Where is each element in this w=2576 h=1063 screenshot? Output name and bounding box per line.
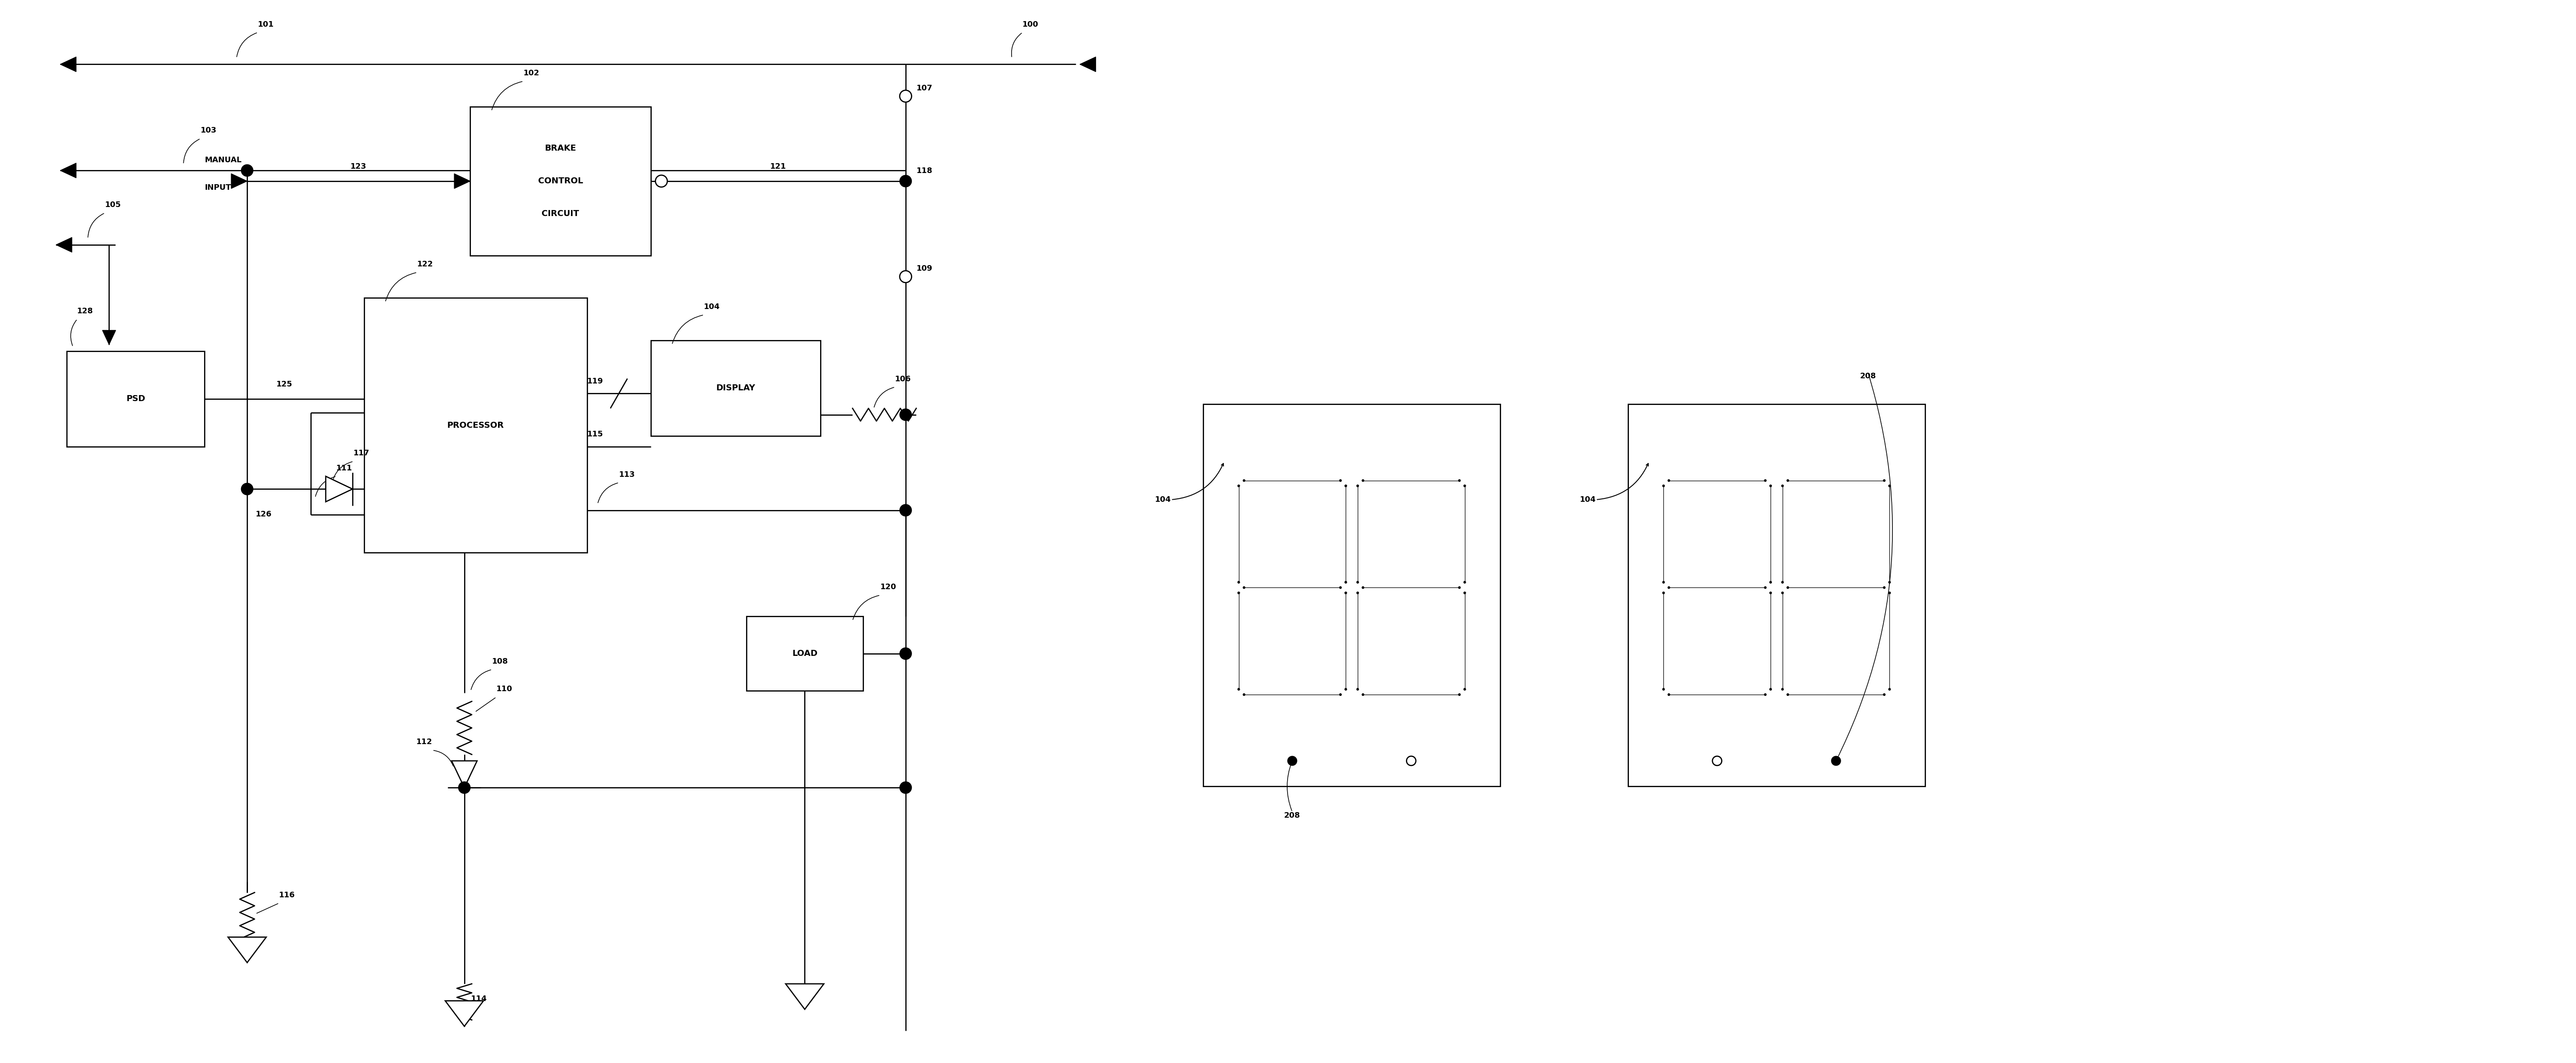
Polygon shape — [325, 476, 353, 502]
Bar — [652, 340, 822, 436]
Text: 101: 101 — [258, 20, 273, 29]
Text: BRAKE: BRAKE — [544, 145, 577, 152]
Circle shape — [899, 409, 912, 421]
Text: 110: 110 — [497, 686, 513, 693]
Text: PSD: PSD — [126, 394, 144, 403]
Bar — [1628, 404, 1924, 787]
Circle shape — [899, 175, 912, 187]
Text: 100: 100 — [1023, 20, 1038, 29]
Text: 125: 125 — [276, 381, 294, 388]
Text: 104: 104 — [1154, 495, 1172, 504]
Polygon shape — [453, 173, 471, 188]
Text: CIRCUIT: CIRCUIT — [541, 209, 580, 218]
Polygon shape — [786, 984, 824, 1009]
Circle shape — [242, 483, 252, 495]
Circle shape — [899, 781, 912, 794]
Circle shape — [1288, 756, 1296, 765]
Circle shape — [1832, 756, 1842, 765]
Text: 106: 106 — [894, 375, 912, 383]
Circle shape — [899, 90, 912, 102]
Text: 117: 117 — [353, 450, 368, 457]
Bar — [363, 298, 587, 553]
Circle shape — [1406, 756, 1417, 765]
Text: MANUAL: MANUAL — [204, 156, 242, 164]
Text: 119: 119 — [587, 377, 603, 385]
Text: 113: 113 — [618, 471, 636, 478]
Bar — [471, 106, 652, 255]
Text: PROCESSOR: PROCESSOR — [448, 421, 505, 429]
Circle shape — [899, 504, 912, 517]
Polygon shape — [232, 173, 247, 188]
Text: 107: 107 — [917, 84, 933, 91]
Text: 123: 123 — [350, 163, 366, 170]
Polygon shape — [451, 761, 477, 788]
Text: DISPLAY: DISPLAY — [716, 384, 755, 392]
Polygon shape — [103, 331, 116, 344]
Text: 104: 104 — [703, 303, 719, 310]
Text: 122: 122 — [417, 260, 433, 268]
Polygon shape — [59, 163, 77, 178]
Text: INPUT: INPUT — [204, 184, 232, 191]
Polygon shape — [446, 1001, 484, 1026]
Text: LOAD: LOAD — [791, 649, 817, 658]
Text: 109: 109 — [917, 265, 933, 272]
Text: 111: 111 — [337, 465, 353, 472]
Polygon shape — [59, 57, 77, 71]
Circle shape — [242, 165, 252, 176]
Text: 112: 112 — [417, 738, 433, 746]
Circle shape — [459, 781, 471, 794]
Polygon shape — [57, 237, 72, 252]
Bar — [67, 351, 204, 446]
Text: 118: 118 — [917, 167, 933, 174]
Text: 208: 208 — [1285, 812, 1301, 820]
Text: 121: 121 — [770, 163, 786, 170]
Text: 208: 208 — [1860, 372, 1875, 379]
Text: 105: 105 — [106, 201, 121, 208]
Text: 108: 108 — [492, 658, 507, 665]
Text: 114: 114 — [471, 995, 487, 1003]
Text: 102: 102 — [523, 69, 538, 77]
Circle shape — [1713, 756, 1721, 765]
Text: 104: 104 — [1579, 495, 1597, 504]
Polygon shape — [229, 938, 265, 963]
Text: 115: 115 — [587, 431, 603, 438]
Text: 120: 120 — [881, 584, 896, 591]
Text: 103: 103 — [201, 126, 216, 134]
Circle shape — [654, 175, 667, 187]
Bar — [747, 617, 863, 691]
Text: 128: 128 — [77, 307, 93, 315]
Bar — [1203, 404, 1499, 787]
Circle shape — [899, 271, 912, 283]
Text: 126: 126 — [255, 510, 273, 518]
Text: CONTROL: CONTROL — [538, 178, 582, 185]
Text: 116: 116 — [278, 891, 296, 899]
Polygon shape — [1079, 57, 1095, 71]
Circle shape — [899, 647, 912, 659]
